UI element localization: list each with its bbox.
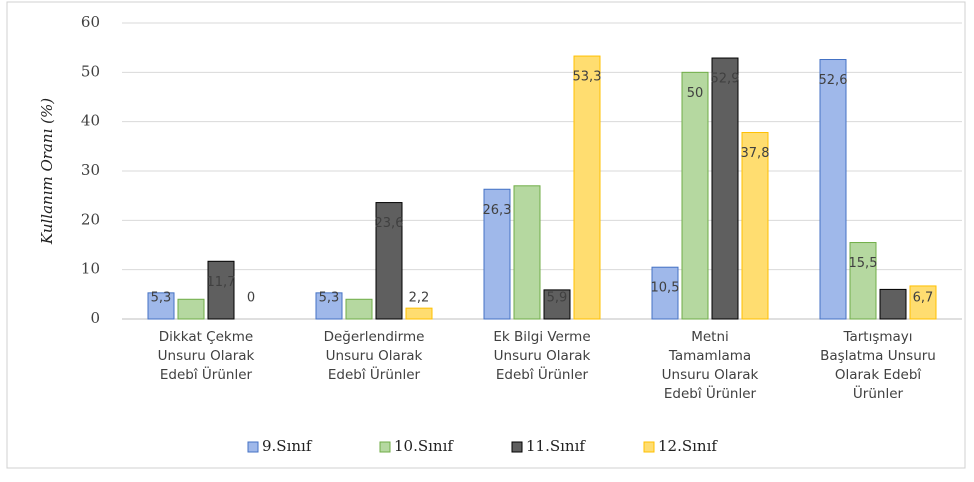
value-label: 5,3 [151, 291, 172, 306]
bar [375, 202, 403, 320]
x-tick-label: Tartışmayı Başlatma Unsuru Olarak Edebî Ürü… [820, 329, 936, 402]
y-tick-label: 0 [90, 309, 100, 327]
x-tick-label: Değerlendirme Unsuru Olarak Edebî Ürünler [324, 329, 425, 383]
x-tick-line: Unsuru Olarak [494, 348, 591, 364]
x-tick-label: Ek Bilgi Verme Unsuru Olarak Edebî Ürünler [493, 329, 590, 383]
legend-label: 10.Sınıf [394, 437, 454, 455]
x-tick-line: Metni [691, 329, 729, 345]
bar [513, 185, 541, 320]
value-label: 37,8 [741, 146, 770, 161]
y-tick-label: 40 [81, 112, 100, 130]
x-tick-line: Unsuru Olarak [158, 348, 255, 364]
x-tick-line: Edebî Ürünler [664, 384, 757, 402]
bar [819, 59, 847, 320]
y-tick-label: 10 [81, 260, 100, 278]
bar [315, 292, 343, 320]
value-label: 5,9 [547, 291, 568, 306]
x-tick-line: Edebî Ürünler [328, 365, 421, 383]
y-axis-title: Kullanım Oranı (%) [38, 98, 56, 245]
x-tick-line: Edebî Ürünler [160, 365, 253, 383]
legend-swatch [643, 441, 655, 453]
x-tick-label: Dikkat Çekme Unsuru Olarak Edebî Ürünler [158, 329, 255, 383]
value-label: 10,5 [651, 281, 680, 296]
value-label: 53,3 [573, 70, 602, 85]
x-tick-line: Tartışmayı [842, 329, 912, 345]
legend-swatch [379, 441, 391, 453]
x-tick-line: Ek Bilgi Verme [493, 329, 590, 345]
legend-label: 9.Sınıf [262, 437, 313, 455]
value-label: 11,7 [207, 275, 236, 290]
value-label: 52,9 [711, 72, 740, 87]
bar [177, 298, 205, 320]
x-tick-line: Olarak Edebî [835, 367, 922, 383]
bar [345, 298, 373, 320]
x-tick-line: Dikkat Çekme [159, 329, 253, 345]
bar [405, 307, 433, 320]
legend-label: 11.Sınıf [526, 437, 586, 455]
y-tick-label: 30 [81, 161, 100, 179]
x-tick-line: Başlatma Unsuru [820, 348, 936, 364]
bar [147, 292, 175, 320]
bar [573, 55, 601, 320]
legend-swatch [511, 441, 523, 453]
value-label: 26,3 [483, 203, 512, 218]
x-tick-line: Edebî Ürünler [496, 365, 589, 383]
legend-swatch [247, 441, 259, 453]
value-label: 5,3 [319, 291, 340, 306]
x-tick-line: Unsuru Olarak [326, 348, 423, 364]
value-label: 15,5 [849, 256, 878, 271]
bar [909, 285, 937, 320]
bar [543, 289, 571, 320]
x-tick-line: Unsuru Olarak [662, 367, 759, 383]
legend-label: 12.Sınıf [658, 437, 718, 455]
value-label: 6,7 [913, 291, 934, 306]
y-tick-label: 60 [81, 13, 100, 31]
value-label: 50 [687, 86, 704, 101]
x-tick-line: Ürünler [853, 384, 904, 402]
x-tick-line: Değerlendirme [324, 329, 425, 345]
y-tick-label: 20 [81, 210, 100, 228]
bar [207, 260, 235, 320]
bar [483, 188, 511, 320]
value-label: 23,6 [375, 216, 404, 231]
value-label: 52,6 [819, 73, 848, 88]
x-tick-line: Tamamlama [668, 348, 751, 364]
x-tick-label: Metni Tamamlama Unsuru Olarak Edebî Ürünler [662, 329, 759, 402]
bar [849, 242, 877, 320]
bar [879, 288, 907, 320]
bar [741, 132, 769, 320]
value-label: 2,2 [409, 291, 430, 306]
bar [711, 57, 739, 320]
bar [681, 71, 709, 320]
bar [651, 266, 679, 320]
value-label: 0 [247, 291, 255, 306]
y-tick-label: 50 [81, 62, 100, 80]
